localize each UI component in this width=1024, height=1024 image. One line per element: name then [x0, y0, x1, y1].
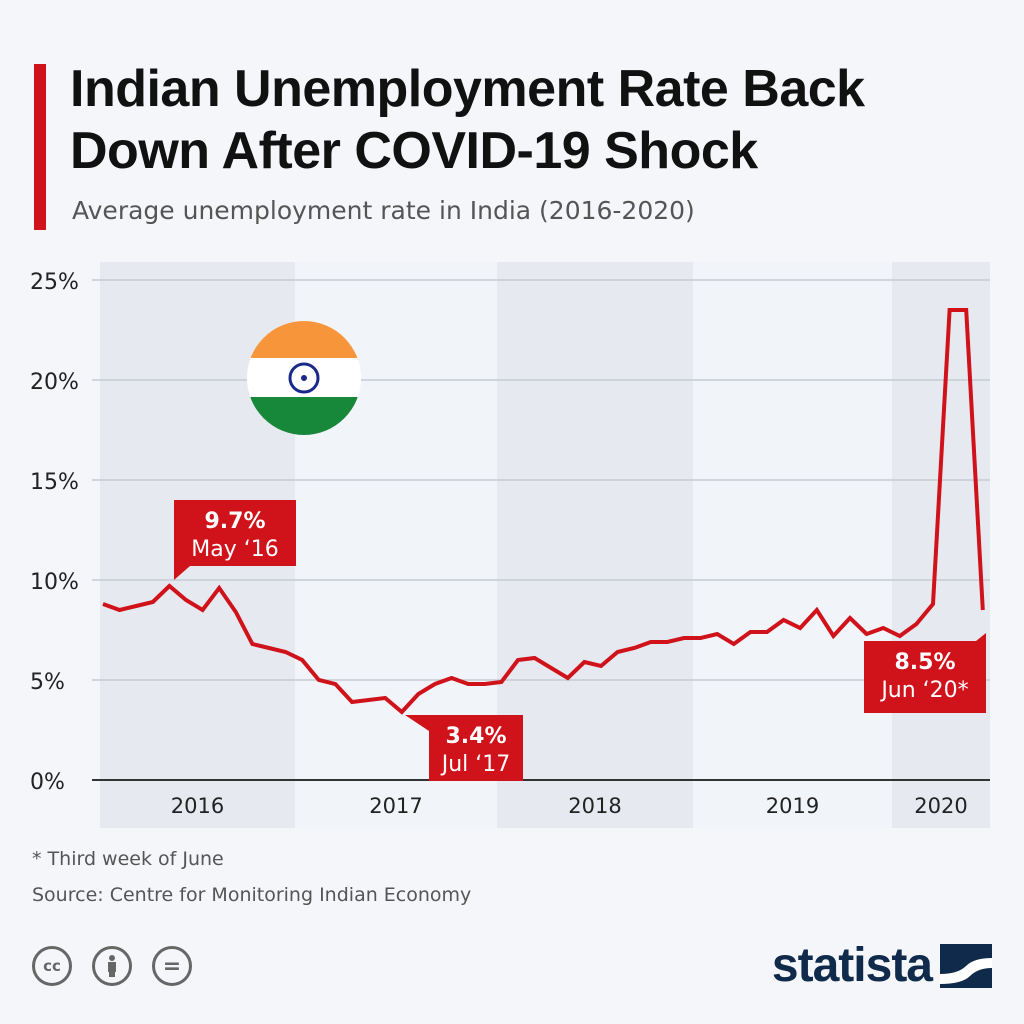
- annotation-value: 3.4%: [445, 724, 506, 749]
- x-tick-label: 2019: [766, 794, 819, 818]
- statista-logo: statista: [772, 938, 992, 993]
- x-tick-label: 2020: [914, 794, 967, 818]
- y-tick-label: 15%: [30, 470, 79, 495]
- annotation-box: [174, 500, 296, 566]
- statista-logo-icon: [940, 943, 992, 988]
- brand-name: statista: [771, 939, 933, 992]
- annotation-box: [429, 715, 523, 781]
- year-band: [892, 262, 990, 828]
- chart-title: Indian Unemployment Rate Back Down After…: [70, 60, 865, 180]
- annotation-pointer: [174, 566, 190, 580]
- annotation-box: [864, 641, 986, 713]
- y-tick-label: 20%: [30, 370, 79, 395]
- footnote: * Third week of June: [32, 848, 224, 870]
- annotation-date: Jul ‘17: [440, 752, 511, 777]
- source: Source: Centre for Monitoring Indian Eco…: [32, 884, 472, 906]
- no-derivatives-icon: =: [152, 946, 192, 986]
- title-accent-bar: [34, 64, 46, 230]
- chakra-hub: [301, 375, 307, 381]
- annotation-pointer: [405, 715, 429, 731]
- ashoka-chakra-icon: [288, 362, 320, 394]
- annotation-date: May ‘16: [191, 537, 278, 562]
- attribution-icon: [92, 946, 132, 986]
- unemployment-line: [102, 308, 985, 715]
- annotation-value: 9.7%: [204, 509, 265, 534]
- cc-icon: cc: [32, 946, 72, 986]
- annotation-date: Jun ‘20*: [879, 678, 968, 703]
- x-tick-label: 2017: [369, 794, 422, 818]
- y-tick-label: 10%: [30, 570, 79, 595]
- annotation-pointer: [976, 633, 986, 641]
- year-band: [693, 262, 892, 828]
- year-band: [497, 262, 693, 828]
- y-tick-label: 5%: [30, 670, 65, 695]
- y-tick-label: 25%: [30, 270, 79, 295]
- chart-subtitle: Average unemployment rate in India (2016…: [72, 196, 695, 225]
- x-tick-label: 2016: [171, 794, 224, 818]
- x-tick-label: 2018: [568, 794, 621, 818]
- annotation-value: 8.5%: [894, 650, 955, 675]
- y-tick-label: 0%: [30, 770, 65, 795]
